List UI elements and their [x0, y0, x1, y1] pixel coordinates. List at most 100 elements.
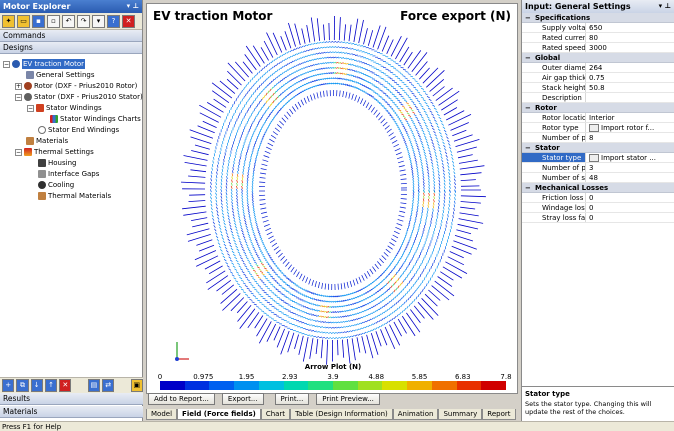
- tree-node-housing[interactable]: Housing: [38, 158, 76, 168]
- friction-loss-field[interactable]: 0: [589, 194, 594, 202]
- property-row[interactable]: Stray loss factor0: [522, 213, 674, 223]
- category-specifications[interactable]: Specifications: [522, 13, 674, 23]
- tab-model[interactable]: Model: [146, 409, 178, 420]
- export-button[interactable]: Export...: [221, 393, 264, 405]
- export-design-icon[interactable]: ↑: [44, 379, 58, 392]
- tree-node-thermal-settings[interactable]: − Thermal Settings: [15, 147, 94, 157]
- pin-icon[interactable]: ▾ ⊥: [658, 2, 671, 10]
- tab-report[interactable]: Report: [482, 409, 516, 420]
- property-row[interactable]: Supply voltage650: [522, 23, 674, 33]
- tab-summary[interactable]: Summary: [438, 409, 483, 420]
- materials-bar[interactable]: Materials: [0, 406, 143, 418]
- help-icon[interactable]: ?: [107, 14, 120, 28]
- property-row[interactable]: Description: [522, 93, 674, 103]
- tree-node-materials[interactable]: Materials: [26, 136, 68, 146]
- tree-node-rotor[interactable]: + Rotor (DXF - Prius2010 Rotor): [15, 81, 137, 91]
- tree-node-cooling[interactable]: Cooling: [38, 180, 74, 190]
- rated-speed-field[interactable]: 3000: [589, 44, 607, 52]
- stator-type-field[interactable]: Import stator ...: [586, 153, 674, 162]
- stray-loss-factor-field[interactable]: 0: [589, 214, 594, 222]
- tree-node-stator-windings-charts[interactable]: Stator Windings Charts: [50, 114, 141, 124]
- property-row[interactable]: Number of phases3: [522, 163, 674, 173]
- collapse-icon[interactable]: −: [27, 104, 34, 112]
- tab-chart[interactable]: Chart: [260, 409, 291, 420]
- property-row[interactable]: Outer diameter264: [522, 63, 674, 73]
- designs-bar[interactable]: Designs: [0, 42, 142, 54]
- options-icon[interactable]: ▾: [92, 14, 105, 28]
- colorbar-swatch: [357, 381, 383, 390]
- print-button[interactable]: Print...: [274, 393, 310, 405]
- force-arrow: [392, 73, 396, 76]
- force-arrow: [261, 163, 268, 167]
- properties-icon[interactable]: ▤: [87, 379, 101, 392]
- property-row[interactable]: Rated speed 3000: [522, 43, 674, 53]
- close-icon[interactable]: ✕: [122, 14, 135, 28]
- category-rotor[interactable]: Rotor: [522, 103, 674, 113]
- stack-height-field[interactable]: 50.8: [589, 84, 605, 92]
- add-to-report-button[interactable]: Add to Report...: [148, 393, 215, 405]
- tab-animation[interactable]: Animation: [392, 409, 439, 420]
- number-of-phases-field[interactable]: 3: [589, 164, 594, 172]
- browse-icon[interactable]: [589, 154, 599, 162]
- rotor-location-field[interactable]: Interior: [589, 114, 615, 122]
- property-row[interactable]: Friction loss 0: [522, 193, 674, 203]
- tree-node-stator-end-windings[interactable]: Stator End Windings: [38, 125, 119, 135]
- number-of-poles-field[interactable]: 8: [589, 134, 594, 142]
- undo-icon[interactable]: ↶: [62, 14, 75, 28]
- number-of-slots-field[interactable]: 48: [589, 174, 598, 182]
- collapse-icon[interactable]: −: [15, 93, 22, 101]
- windage-loss-field[interactable]: 0: [589, 204, 594, 212]
- pin-icon[interactable]: ▾ ⊥: [126, 2, 139, 10]
- air-gap-thickness-field[interactable]: 0.75: [589, 74, 605, 82]
- outer-diameter-field[interactable]: 264: [589, 64, 603, 72]
- rotor-type-field[interactable]: Import rotor f...: [586, 123, 674, 132]
- property-row[interactable]: Number of slots48: [522, 173, 674, 183]
- arrow-plot: [175, 15, 486, 365]
- browse-icon[interactable]: [589, 124, 599, 132]
- lock-icon[interactable]: ▣: [130, 379, 143, 392]
- description-field[interactable]: [586, 93, 674, 102]
- supply-voltage-field[interactable]: 650: [589, 24, 603, 32]
- category-mechanical-losses[interactable]: Mechanical Losses: [522, 183, 674, 193]
- force-arrow: [411, 171, 414, 175]
- property-row[interactable]: Stack height 50.8: [522, 83, 674, 93]
- property-row[interactable]: Air gap thickness0.75: [522, 73, 674, 83]
- tree-node-stator-windings[interactable]: − Stator Windings: [27, 103, 102, 113]
- tree-node-stator[interactable]: − Stator (DXF - Prius2010 Stator): [15, 92, 143, 102]
- property-row[interactable]: Rotor location Interior: [522, 113, 674, 123]
- tree-node-general-settings[interactable]: General Settings: [26, 70, 95, 80]
- delete-icon[interactable]: ✕: [59, 379, 72, 392]
- force-arrow: [215, 178, 218, 182]
- property-row[interactable]: Number of poles8: [522, 133, 674, 143]
- copy-design-icon[interactable]: ⧉: [16, 379, 29, 392]
- add-design-icon[interactable]: +: [2, 379, 15, 392]
- save-icon[interactable]: ▪: [32, 14, 45, 28]
- property-row[interactable]: Windage loss 0: [522, 203, 674, 213]
- save-as-icon[interactable]: ▫: [47, 14, 60, 28]
- expand-icon[interactable]: +: [15, 82, 22, 90]
- collapse-icon[interactable]: −: [15, 148, 22, 156]
- tree-node-interface-gaps[interactable]: Interface Gaps: [38, 169, 99, 179]
- collapse-icon[interactable]: −: [3, 60, 10, 68]
- category-stator[interactable]: Stator: [522, 143, 674, 153]
- open-folder-icon[interactable]: ▭: [17, 14, 30, 28]
- new-design-icon[interactable]: ✦: [2, 14, 15, 28]
- rated-current-field[interactable]: 80: [589, 34, 598, 42]
- compare-icon[interactable]: ⇄: [102, 379, 115, 392]
- tree-node-thermal-materials[interactable]: Thermal Materials: [38, 191, 111, 201]
- category-global[interactable]: Global: [522, 53, 674, 63]
- force-arrow: [277, 81, 280, 85]
- tab-field[interactable]: Field (Force fields): [177, 409, 261, 420]
- print-preview-button[interactable]: Print Preview...: [316, 393, 380, 405]
- tab-table[interactable]: Table (Design Information): [290, 409, 393, 420]
- property-row[interactable]: Rotor type Import rotor f...: [522, 123, 674, 133]
- tree-node-ev-traction-motor[interactable]: − EV traction Motor: [3, 59, 86, 69]
- results-bar[interactable]: Results: [0, 393, 143, 405]
- property-row[interactable]: Rated current 80: [522, 33, 674, 43]
- commands-bar[interactable]: Commands: [0, 30, 142, 42]
- import-design-icon[interactable]: ↓: [30, 379, 43, 392]
- force-arrow: [395, 301, 398, 305]
- property-row-selected[interactable]: Stator type Import stator ...: [522, 153, 674, 163]
- redo-icon[interactable]: ↷: [77, 14, 90, 28]
- force-arrow: [380, 318, 384, 321]
